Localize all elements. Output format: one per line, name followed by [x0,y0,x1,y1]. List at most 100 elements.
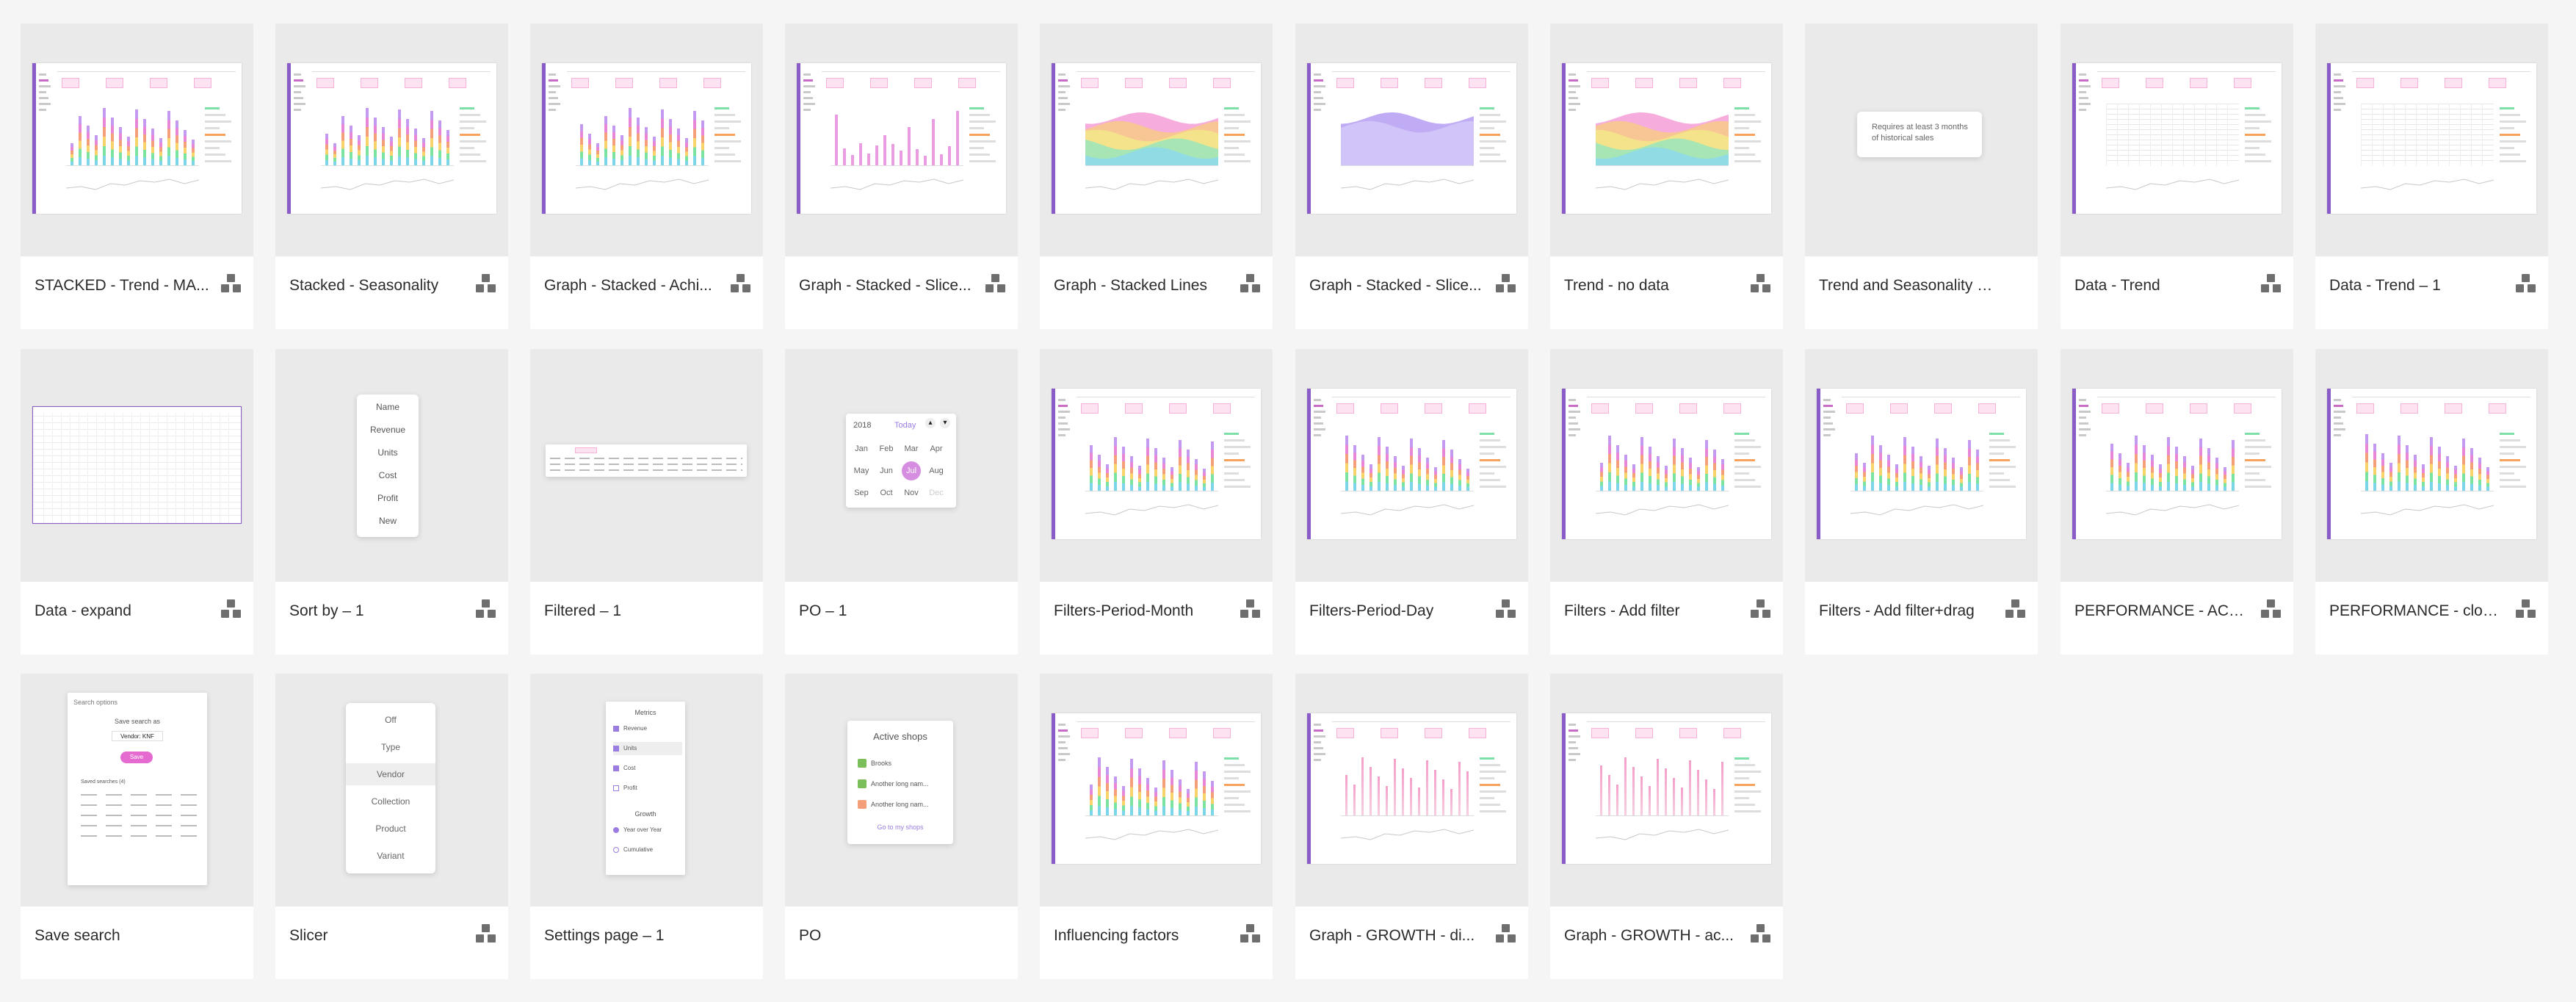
artboard-title[interactable]: Filters-Period-Day [1309,602,1434,619]
artboard-title[interactable]: Trend and Seasonality help [1819,277,1995,294]
prototype-link-icon[interactable] [1240,599,1261,620]
artboard-card[interactable]: Data - expand [21,349,253,655]
artboard-title[interactable]: Graph - Stacked - Achi... [544,277,712,294]
prototype-link-icon[interactable] [1496,274,1516,295]
artboard-card[interactable]: 2018 Today ▴ ▾ Jan Feb Mar Apr May Jun Jul Aug Sep Oc… [785,349,1018,655]
month-cell[interactable]: Mar [904,444,919,453]
artboard-thumbnail[interactable]: Name Revenue Units Cost Profit New [275,349,508,582]
month-cell[interactable]: Apr [930,444,943,453]
prototype-link-icon[interactable] [2516,599,2536,620]
artboard-thumbnail[interactable] [21,24,253,256]
artboard-card[interactable]: Graph - GROWTH - ac... [1550,674,1783,979]
artboard-thumbnail[interactable] [530,24,763,256]
artboard-card[interactable]: PERFORMANCE - ACTI... [2061,349,2293,655]
prototype-link-icon[interactable] [2005,599,2026,620]
prototype-link-icon[interactable] [985,274,1006,295]
growth-option[interactable]: Year over Year [613,823,682,837]
month-cell[interactable]: Nov [904,489,919,497]
artboard-thumbnail[interactable] [1040,674,1273,907]
artboard-title[interactable]: Influencing factors [1054,927,1179,944]
artboard-title[interactable]: Filtered – 1 [544,602,622,619]
artboard-thumbnail[interactable] [2315,24,2548,256]
shop-name[interactable]: Brooks [871,760,892,767]
artboard-card[interactable]: Influencing factors [1040,674,1273,979]
artboard-card[interactable]: Filtered – 1 [530,349,763,655]
chevron-up-icon[interactable]: ▴ [925,418,936,428]
month-cell[interactable]: Jun [880,466,893,475]
prototype-link-icon[interactable] [221,274,242,295]
month-cell[interactable]: Aug [929,466,944,475]
prototype-link-icon[interactable] [476,599,496,620]
artboard-thumbnail[interactable] [1295,24,1528,256]
month-cell[interactable]: May [853,466,869,475]
prototype-link-icon[interactable] [1240,274,1261,295]
artboard-thumbnail[interactable] [2061,349,2293,582]
slicer-option[interactable]: Collection [371,796,410,807]
artboard-thumbnail[interactable] [2061,24,2293,256]
checkbox[interactable] [613,765,619,771]
artboard-title[interactable]: PO – 1 [799,602,847,619]
artboard-thumbnail[interactable]: Off Type Vendor Collection Product Variant [275,674,508,907]
slicer-option[interactable]: Type [380,742,400,752]
artboard-thumbnail[interactable] [2315,349,2548,582]
save-name-field[interactable]: Vendor: KNF [112,731,163,741]
prototype-link-icon[interactable] [221,599,242,620]
artboard-title[interactable]: Graph - Stacked - Slice... [1309,277,1482,294]
saved-search-row[interactable] [81,835,198,837]
artboard-title[interactable]: Filters - Add filter+drag [1819,602,1975,619]
sort-option[interactable]: Revenue [369,425,406,435]
artboard-thumbnail[interactable]: Active shops Brooks Another long nam... Ano… [785,674,1018,907]
artboard-card[interactable]: Filters-Period-Day [1295,349,1528,655]
artboard-card[interactable]: Filters - Add filter+drag [1805,349,2038,655]
saved-search-row[interactable] [81,794,198,796]
metric-option[interactable]: Profit [613,782,682,795]
radio[interactable] [613,827,619,833]
prototype-link-icon[interactable] [2261,274,2282,295]
artboard-thumbnail[interactable] [1550,674,1783,907]
artboard-thumbnail[interactable] [1550,24,1783,256]
month-cell[interactable]: Jul [902,461,921,480]
search-input[interactable]: Search options [73,699,118,706]
artboard-title[interactable]: Trend - no data [1564,277,1669,294]
month-cell[interactable]: Dec [929,489,944,497]
month-cell[interactable]: Oct [880,489,893,497]
chevron-down-icon[interactable]: ▾ [940,418,950,428]
artboard-thumbnail[interactable] [1040,349,1273,582]
artboard-title[interactable]: Sort by – 1 [289,602,364,619]
artboard-title[interactable]: Save search [35,927,120,944]
artboard-title[interactable]: STACKED - Trend - MA... [35,277,209,294]
artboard-thumbnail[interactable] [1295,674,1528,907]
shop-name[interactable]: Another long nam... [871,801,929,808]
saved-search-row[interactable] [81,804,198,806]
artboard-card[interactable]: Graph - GROWTH - di... [1295,674,1528,979]
prototype-link-icon[interactable] [1751,924,1771,945]
artboard-thumbnail[interactable] [275,24,508,256]
metric-option[interactable]: Cost [613,762,682,775]
sort-option[interactable]: Cost [378,470,397,480]
artboard-card[interactable]: Trend - no data [1550,24,1783,329]
artboard-card[interactable]: Off Type Vendor Collection Product Variant Sli… [275,674,508,979]
picker-today[interactable]: Today [894,421,916,430]
artboard-card[interactable]: PERFORMANCE - closed [2315,349,2548,655]
prototype-link-icon[interactable] [1496,599,1516,620]
artboard-title[interactable]: Filters-Period-Month [1054,602,1194,619]
checkbox[interactable] [613,726,619,732]
artboard-thumbnail[interactable]: Metrics Revenue Units Cost Profit Growth Year … [530,674,763,907]
artboard-card[interactable]: Graph - Stacked - Slice... [1295,24,1528,329]
artboard-thumbnail[interactable]: Search options Save search as Vendor: KNF S… [21,674,253,907]
artboard-card[interactable]: Graph - Stacked - Slice... [785,24,1018,329]
prototype-link-icon[interactable] [1751,599,1771,620]
month-cell[interactable]: Jan [855,444,868,453]
artboard-title[interactable]: Data - expand [35,602,131,619]
sort-option[interactable]: Profit [377,493,398,503]
prototype-link-icon[interactable] [1496,924,1516,945]
metric-option[interactable]: Revenue [613,722,682,735]
artboard-thumbnail[interactable] [1550,349,1783,582]
go-to-shops-link[interactable]: Go to my shops [877,823,924,831]
artboard-card[interactable]: STACKED - Trend - MA... [21,24,253,329]
saved-search-row[interactable] [81,815,198,816]
artboard-card[interactable]: Requires at least 3 months of historical… [1805,24,2038,329]
prototype-link-icon[interactable] [2516,274,2536,295]
artboard-title[interactable]: Graph - GROWTH - di... [1309,927,1475,944]
slicer-option[interactable]: Product [375,823,406,834]
